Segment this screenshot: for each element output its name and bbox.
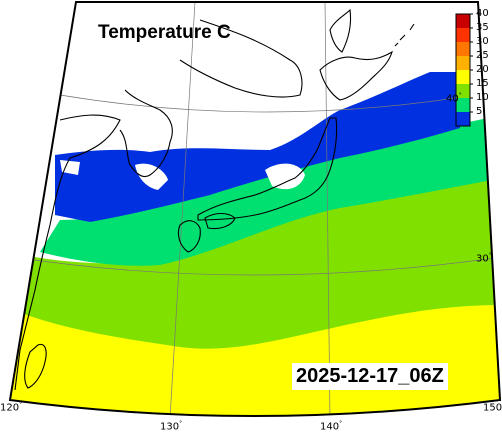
colorbar-swatch	[456, 42, 470, 56]
colorbar-swatch	[456, 14, 470, 28]
colorbar-tick-label: 25	[476, 50, 489, 61]
colorbar-tick-label: 10	[476, 92, 489, 103]
colorbar-swatch	[456, 70, 470, 84]
lon-label-120: 120°	[0, 401, 23, 414]
coastline-kurils	[394, 23, 415, 47]
lon-label-150: 150°	[483, 402, 502, 414]
parallel-30	[19, 257, 496, 276]
colorbar-swatch	[456, 112, 470, 126]
lat-label-30: 30°	[476, 252, 492, 265]
no-data-patch	[135, 163, 168, 190]
colorbar-tick-label: 30	[476, 36, 489, 47]
lat-label-40: 40°	[446, 92, 462, 105]
colorbar-swatch	[456, 98, 470, 112]
colorbar-tick-label: 20	[476, 64, 489, 75]
map-frame	[8, 1, 502, 417]
lon-label-130: 130°	[160, 420, 183, 433]
band-20-25	[10, 300, 500, 416]
coastline-korea	[119, 89, 173, 178]
map-title: Temperature C	[98, 22, 231, 43]
coastline-taiwan	[24, 343, 47, 389]
colorbar-swatch	[456, 84, 470, 98]
colorbar-swatch	[456, 56, 470, 70]
coastline-sakhalin	[329, 8, 352, 53]
no-data-patch	[60, 160, 80, 175]
coastline-china	[14, 114, 121, 391]
no-data-patch	[265, 163, 305, 190]
lon-label-140: 140°	[320, 420, 343, 433]
coastline-russia	[179, 19, 303, 98]
coastline-kyushu	[177, 220, 201, 253]
colorbar-tick-label: 35	[476, 22, 489, 33]
band-15-20	[10, 175, 500, 349]
colorbar	[455, 13, 473, 127]
coastlines	[14, 8, 415, 391]
coastline-honshu	[197, 117, 338, 221]
timestamp-label: 2025-12-17_06Z	[292, 363, 448, 390]
colorbar-swatch	[456, 28, 470, 42]
coastline-hokkaido	[319, 50, 393, 101]
colorbar-tick-label: 15	[476, 78, 489, 89]
colorbar-tick-label: 40	[476, 8, 489, 19]
meridian-130	[169, 2, 196, 416]
band-10-15	[40, 115, 500, 266]
meridian-140	[324, 2, 331, 416]
colorbar-tick-label: 5	[476, 106, 483, 117]
parallel-40	[59, 94, 463, 113]
